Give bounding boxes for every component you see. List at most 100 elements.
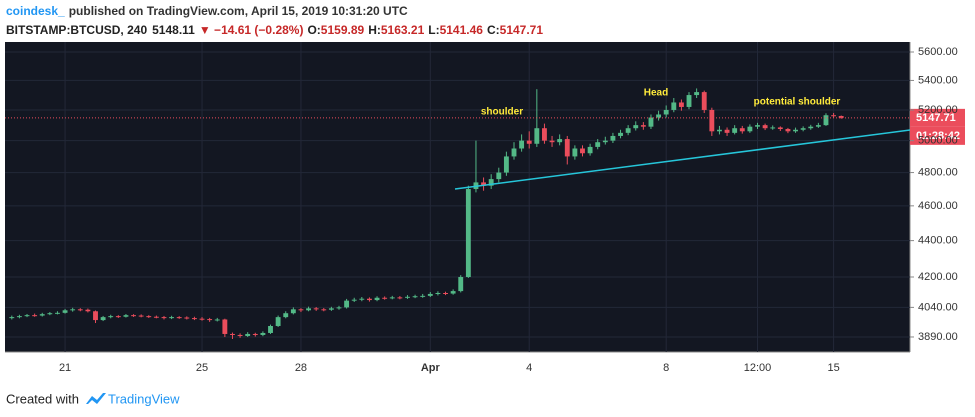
candle-body	[123, 315, 129, 317]
candle-body	[237, 334, 243, 336]
candle-body	[184, 317, 190, 319]
y-tick-label: 5400.00	[918, 74, 958, 86]
x-tick-label: 4	[526, 362, 532, 374]
y-tick-label: 5200.00	[918, 104, 958, 116]
candle-body	[298, 309, 304, 311]
candle-body	[557, 139, 563, 143]
candle-body	[465, 189, 471, 278]
price-overlay: 5147.71 01:28:42	[5, 108, 965, 145]
annotation: shoulder	[481, 107, 523, 118]
candle-body	[77, 309, 83, 311]
annotation: potential shoulder	[754, 97, 841, 108]
candle-body	[793, 129, 798, 132]
candle-body	[709, 109, 715, 132]
candle-body	[800, 128, 806, 130]
candle-body	[815, 125, 821, 127]
candle-body	[420, 295, 426, 297]
candle-body	[572, 148, 578, 157]
candle-body	[230, 333, 235, 335]
candle-body	[580, 148, 585, 154]
candle-body	[115, 316, 121, 318]
candle-body	[610, 135, 616, 141]
ohlc-value: 5141.46	[440, 23, 484, 37]
y-tick-label: 3890.00	[918, 331, 958, 343]
candle-body	[313, 308, 319, 310]
candle-body	[663, 109, 669, 115]
annotation: Head	[644, 88, 668, 99]
candle-body	[146, 316, 152, 318]
candle-body	[777, 127, 783, 129]
candle-body	[252, 333, 258, 335]
candle-body	[717, 129, 722, 132]
candle-body	[100, 317, 106, 321]
candle-body	[138, 315, 144, 317]
last-price-label: 5147.71	[916, 112, 956, 124]
candle-body	[9, 317, 15, 319]
candle-body	[564, 139, 570, 157]
x-tick-label: 15	[827, 362, 839, 374]
published: published on TradingView.com, April 15, …	[69, 4, 408, 18]
candle-body	[207, 319, 213, 321]
y-tick-label: 4040.00	[918, 301, 958, 313]
candle-body	[732, 128, 738, 133]
y-tick-label: 5600.00	[918, 46, 958, 58]
candle-body	[785, 128, 791, 132]
candle-body	[169, 317, 175, 319]
candle-body	[694, 92, 700, 96]
candle-body	[321, 309, 327, 311]
y-tick-label: 4400.00	[918, 235, 958, 247]
candle-body	[686, 95, 692, 107]
candle-body	[671, 102, 677, 110]
candle-body	[161, 317, 167, 319]
candle-body	[640, 125, 646, 127]
candle-body	[412, 296, 418, 298]
footer-text: Created with	[6, 391, 79, 406]
ohlc-key: H:	[368, 23, 381, 37]
logo	[86, 393, 106, 404]
candle-body	[344, 300, 350, 308]
ohlc-value: 5159.89	[321, 23, 365, 37]
candle-body	[701, 92, 707, 110]
candle-body	[526, 140, 532, 144]
candle-body	[191, 318, 197, 320]
candle-body	[260, 332, 266, 335]
candle-body	[587, 146, 593, 154]
candle-body	[176, 317, 182, 319]
candle-body	[199, 318, 205, 320]
author: coindesk_	[6, 4, 65, 18]
candle-body	[93, 311, 98, 321]
candle-body	[55, 312, 60, 314]
candle-body	[283, 313, 289, 318]
candle-body	[108, 316, 114, 318]
x-tick-label: Apr	[421, 362, 441, 374]
candles	[9, 88, 844, 339]
countdown-label: 01:28:42	[916, 130, 960, 142]
candle-body	[519, 140, 525, 149]
candle-body	[62, 310, 68, 313]
candle-body	[747, 126, 753, 132]
candle-body	[245, 333, 251, 336]
candle-body	[595, 142, 601, 147]
candle-body	[70, 309, 76, 311]
x-tick-label: 28	[295, 362, 307, 374]
candle-body	[268, 325, 273, 333]
candle-body	[458, 277, 464, 292]
y-tick-label: 5000.00	[918, 135, 958, 147]
candle-body	[131, 315, 136, 317]
candle-body	[450, 291, 456, 294]
candle-body	[488, 179, 494, 186]
candle-body	[359, 298, 365, 300]
countdown-box	[910, 126, 965, 145]
candle-body	[382, 297, 388, 299]
candle-body	[762, 125, 768, 129]
ohlc-key: O:	[307, 23, 320, 37]
candle-body	[47, 313, 53, 315]
candle-body	[443, 292, 448, 294]
candle-body	[739, 128, 745, 132]
candle-body	[496, 172, 502, 180]
candle-body	[724, 129, 730, 133]
symbol: BITSTAMP:BTCUSD, 240	[6, 23, 147, 37]
candle-body	[85, 309, 91, 312]
ohlc-value: 5163.21	[381, 23, 425, 37]
